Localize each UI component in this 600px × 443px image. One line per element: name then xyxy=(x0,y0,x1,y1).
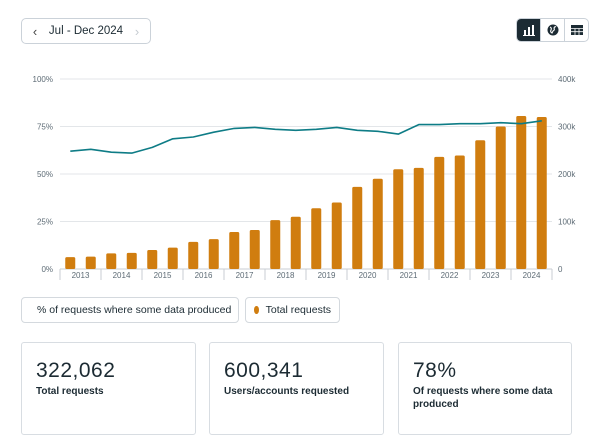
bar xyxy=(208,239,219,269)
bar xyxy=(516,116,527,269)
bar xyxy=(454,155,465,269)
y-left-tick-label: 75% xyxy=(37,123,53,132)
bar xyxy=(106,253,117,269)
y-right-tick-label: 100k xyxy=(558,218,576,227)
bar xyxy=(65,257,76,269)
bar xyxy=(331,202,342,269)
x-tick-label: 2024 xyxy=(523,271,541,280)
y-left-tick-label: 25% xyxy=(37,218,53,227)
bar xyxy=(311,208,322,269)
stat-caption: Users/accounts requested xyxy=(224,386,350,398)
x-tick-label: 2017 xyxy=(236,271,254,280)
period-label: Jul - Dec 2024 xyxy=(48,25,124,37)
bar xyxy=(290,216,301,269)
bar xyxy=(372,178,383,269)
y-right-tick-label: 200k xyxy=(558,170,576,179)
y-right-tick-label: 300k xyxy=(558,123,576,132)
stat-value: 322,062 xyxy=(36,359,116,382)
table-view-button[interactable] xyxy=(565,19,588,41)
bar xyxy=(495,126,506,269)
y-left-tick-label: 50% xyxy=(37,170,53,179)
stat-card-total-requests: 322,062 Total requests xyxy=(21,342,196,435)
stat-value: 600,341 xyxy=(224,359,304,382)
bar xyxy=(536,117,547,269)
period-selector[interactable]: ‹ Jul - Dec 2024 › xyxy=(21,18,151,44)
x-tick-label: 2022 xyxy=(441,271,459,280)
view-toggle xyxy=(516,18,589,42)
x-tick-label: 2020 xyxy=(359,271,377,280)
bar xyxy=(249,230,260,269)
series-line xyxy=(70,120,542,154)
x-tick-label: 2015 xyxy=(154,271,172,280)
x-tick-label: 2016 xyxy=(195,271,213,280)
bar xyxy=(352,186,363,269)
x-tick-label: 2014 xyxy=(113,271,131,280)
x-tick-label: 2018 xyxy=(277,271,295,280)
bar xyxy=(270,220,281,269)
bar xyxy=(85,256,96,269)
legend-line-item[interactable]: % of requests where some data produced xyxy=(21,297,239,323)
x-tick-label: 2021 xyxy=(400,271,418,280)
bar-chart-view-button[interactable] xyxy=(517,19,541,41)
x-tick-label: 2023 xyxy=(482,271,500,280)
globe-icon xyxy=(547,24,558,36)
bar xyxy=(413,167,424,269)
stat-caption: Of requests where some data produced xyxy=(413,386,553,410)
stat-value: 78% xyxy=(413,359,457,382)
x-tick-label: 2013 xyxy=(72,271,90,280)
legend-bar-label: Total requests xyxy=(265,304,331,316)
stat-caption: Total requests xyxy=(36,386,104,398)
bar xyxy=(229,231,240,269)
chevron-left-icon[interactable]: ‹ xyxy=(32,23,38,39)
legend-bar-item[interactable]: Total requests xyxy=(245,297,340,323)
bar xyxy=(188,241,199,269)
stat-card-data-produced: 78% Of requests where some data produced xyxy=(398,342,572,435)
y-left-tick-label: 0% xyxy=(41,265,53,274)
bar xyxy=(126,252,137,269)
dot-swatch-icon xyxy=(254,306,259,314)
y-right-tick-label: 0 xyxy=(558,265,563,274)
chevron-right-icon[interactable]: › xyxy=(134,23,140,39)
bar xyxy=(434,156,445,269)
y-right-tick-label: 400k xyxy=(558,75,576,84)
bar xyxy=(167,247,178,269)
legend-line-label: % of requests where some data produced xyxy=(37,304,232,316)
table-icon xyxy=(570,25,583,35)
requests-chart: 0% 0 25% 100k 50% 200k 75% 300k 100% 400k 2013 2014… xyxy=(33,75,576,280)
bar xyxy=(147,250,158,269)
bar xyxy=(475,140,486,269)
map-view-button[interactable] xyxy=(541,19,565,41)
bar-chart-icon xyxy=(522,24,535,36)
y-left-tick-label: 100% xyxy=(33,75,53,84)
bar xyxy=(393,169,404,269)
stat-card-users-requested: 600,341 Users/accounts requested xyxy=(209,342,384,435)
x-tick-label: 2019 xyxy=(318,271,336,280)
